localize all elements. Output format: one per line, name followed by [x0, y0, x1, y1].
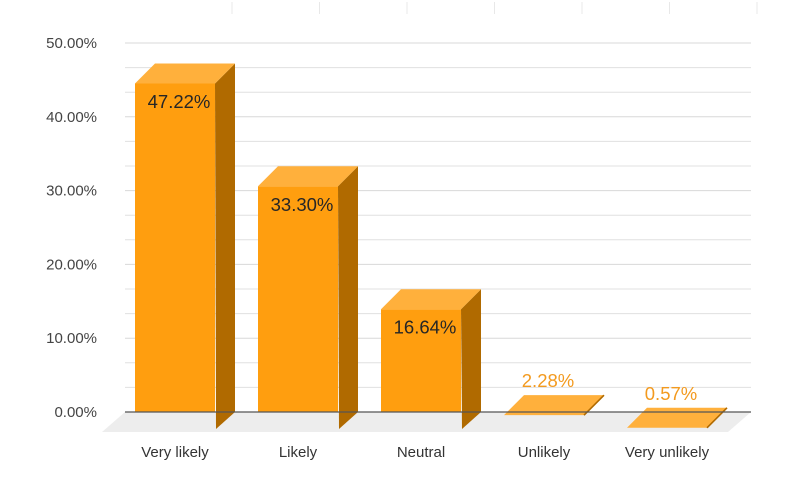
svg-text:Likely: Likely [279, 444, 318, 461]
svg-text:30.00%: 30.00% [46, 183, 97, 200]
svg-text:0.00%: 0.00% [54, 404, 97, 421]
svg-text:47.22%: 47.22% [148, 91, 211, 112]
svg-text:Very unlikely: Very unlikely [625, 444, 710, 461]
svg-text:40.00%: 40.00% [46, 109, 97, 126]
svg-text:33.30%: 33.30% [271, 194, 334, 215]
svg-text:Neutral: Neutral [397, 444, 445, 461]
svg-text:50.00%: 50.00% [46, 35, 97, 52]
svg-text:Very likely: Very likely [141, 444, 209, 461]
svg-text:16.64%: 16.64% [394, 317, 457, 338]
svg-text:10.00%: 10.00% [46, 330, 97, 347]
svg-text:20.00%: 20.00% [46, 256, 97, 273]
svg-text:2.28%: 2.28% [522, 370, 574, 391]
svg-text:Unlikely: Unlikely [518, 444, 571, 461]
svg-text:0.57%: 0.57% [645, 383, 697, 404]
